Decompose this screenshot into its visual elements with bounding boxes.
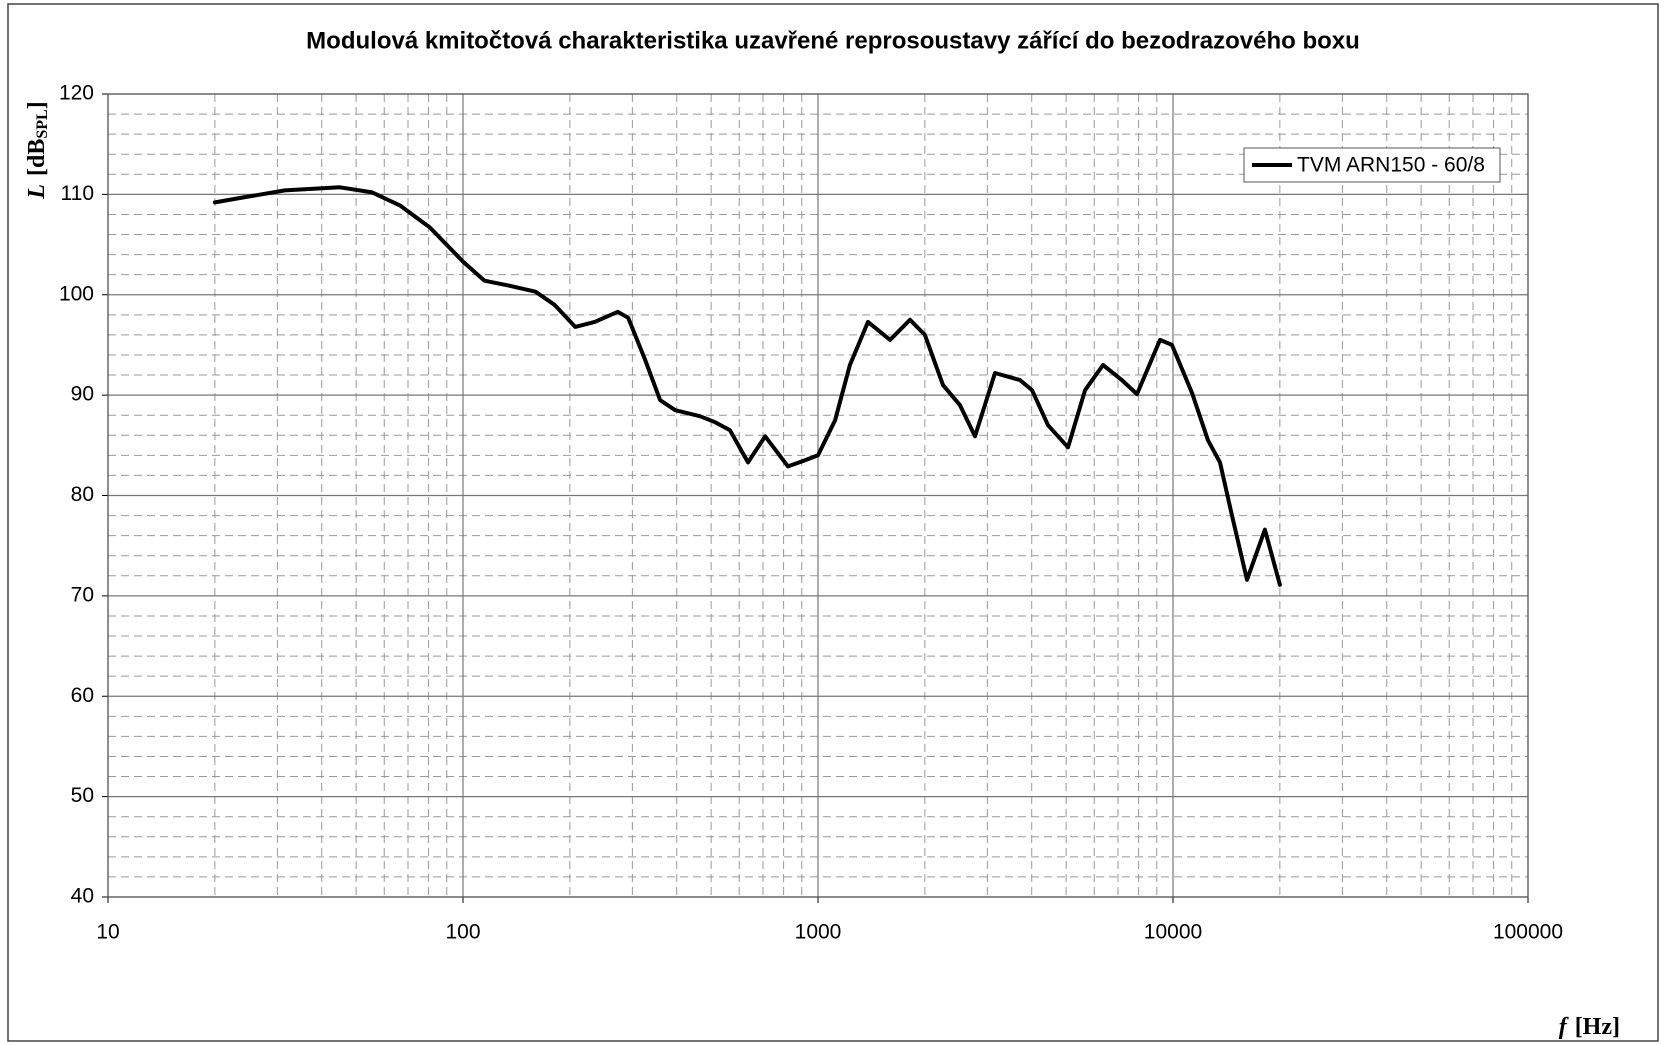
y-tick-label: 70 xyxy=(71,583,94,606)
x-label-symbol: f xyxy=(1559,1014,1569,1040)
x-tick-label: 1000 xyxy=(795,921,842,944)
x-tick-label: 10000 xyxy=(1144,921,1202,944)
y-tick-label: 80 xyxy=(71,483,94,506)
plot-frame xyxy=(107,93,1529,898)
y-tick-label: 110 xyxy=(61,182,94,205)
x-label-unit: [Hz] xyxy=(1575,1014,1620,1040)
y-label-close: ] xyxy=(24,101,50,109)
y-label-symbol: L xyxy=(24,184,50,200)
y-tick-label: 40 xyxy=(71,885,94,908)
data-line xyxy=(212,185,1282,587)
y-tick-label: 60 xyxy=(71,684,94,707)
y-tick-label: 50 xyxy=(71,784,94,807)
y-tick-label: 100 xyxy=(59,282,94,305)
y-tick-label: 90 xyxy=(71,383,94,406)
chart-border xyxy=(7,3,1659,1042)
chart-title: Modulová kmitočtová charakteristika uzav… xyxy=(306,27,1360,54)
x-tick-label: 100 xyxy=(445,921,480,944)
y-label-open: [dB xyxy=(24,139,50,176)
y-label-subscript: SPL xyxy=(34,109,51,138)
y-axis-label: L [dBSPL] xyxy=(24,101,51,199)
legend-label: TVM ARN150 - 60/8 xyxy=(1297,154,1485,177)
x-axis-label: f [Hz] xyxy=(1559,1014,1620,1040)
x-tick-label: 100000 xyxy=(1493,921,1563,944)
x-tick-label: 10 xyxy=(96,921,119,944)
y-tick-label: 120 xyxy=(59,82,94,105)
